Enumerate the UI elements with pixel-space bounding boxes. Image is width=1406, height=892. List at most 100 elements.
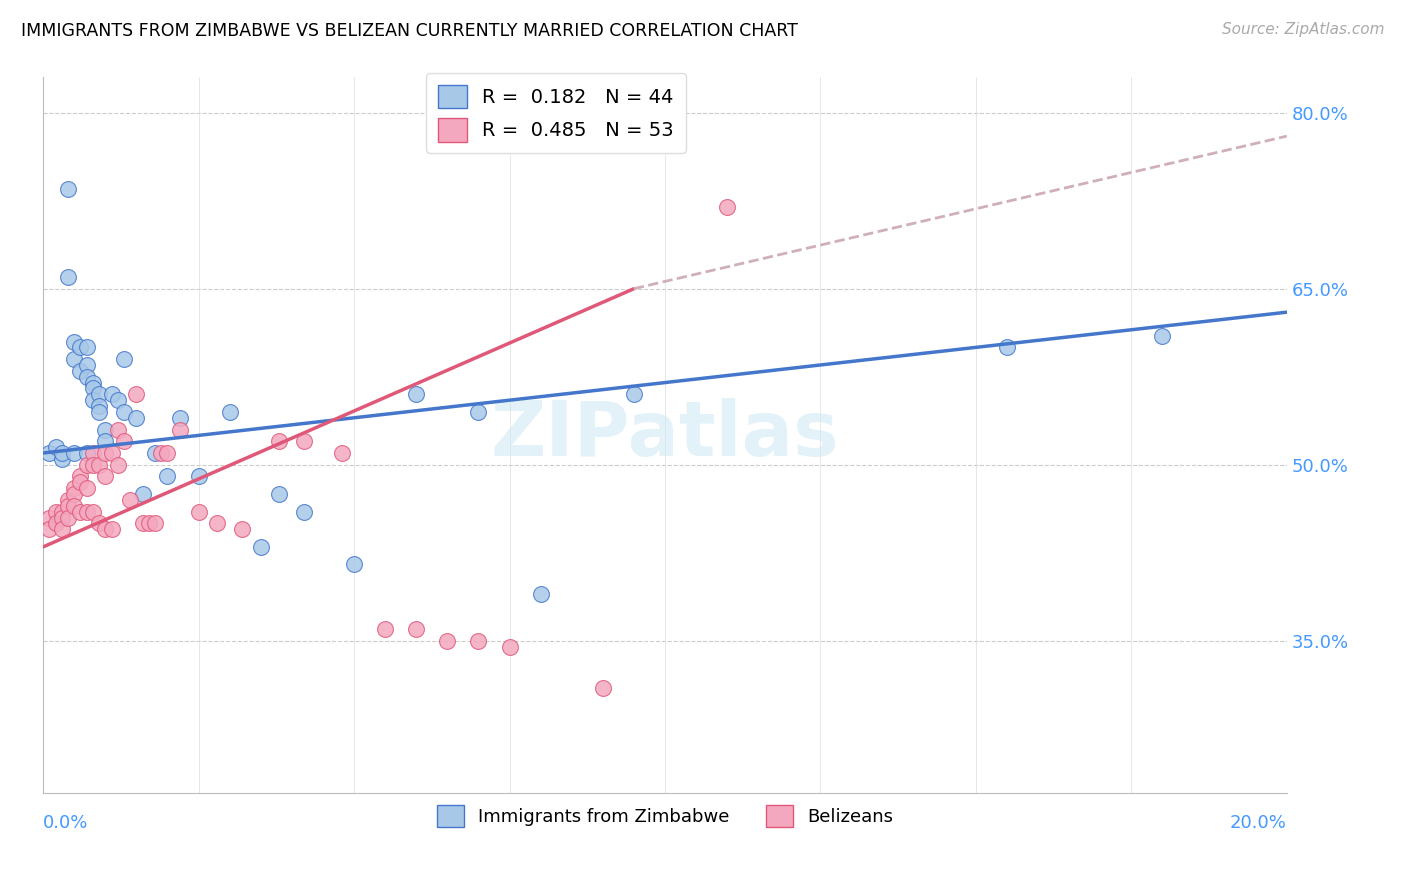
Point	[138, 516, 160, 531]
Point	[82, 458, 104, 472]
Point	[45, 505, 67, 519]
Point	[87, 387, 110, 401]
Point	[107, 458, 129, 472]
Point	[156, 469, 179, 483]
Point	[592, 681, 614, 695]
Point	[51, 446, 73, 460]
Point	[51, 505, 73, 519]
Point	[94, 446, 117, 460]
Point	[405, 622, 427, 636]
Point	[112, 352, 135, 367]
Point	[76, 458, 98, 472]
Point	[45, 516, 67, 531]
Point	[82, 381, 104, 395]
Point	[374, 622, 396, 636]
Point	[94, 434, 117, 449]
Point	[56, 269, 79, 284]
Point	[207, 516, 229, 531]
Point	[143, 516, 166, 531]
Point	[249, 540, 271, 554]
Point	[169, 423, 191, 437]
Point	[87, 405, 110, 419]
Point	[131, 487, 153, 501]
Point	[231, 522, 253, 536]
Point	[100, 522, 122, 536]
Point	[69, 364, 91, 378]
Point	[87, 516, 110, 531]
Point	[76, 446, 98, 460]
Point	[330, 446, 353, 460]
Text: Source: ZipAtlas.com: Source: ZipAtlas.com	[1222, 22, 1385, 37]
Point	[112, 405, 135, 419]
Point	[187, 505, 209, 519]
Point	[120, 492, 142, 507]
Point	[467, 633, 489, 648]
Point	[94, 522, 117, 536]
Point	[343, 558, 366, 572]
Point	[498, 640, 520, 654]
Point	[63, 334, 86, 349]
Point	[112, 434, 135, 449]
Point	[292, 434, 315, 449]
Point	[63, 446, 86, 460]
Point	[82, 505, 104, 519]
Point	[63, 481, 86, 495]
Text: ZIPatlas: ZIPatlas	[491, 399, 839, 473]
Point	[1152, 328, 1174, 343]
Point	[94, 423, 117, 437]
Point	[38, 446, 60, 460]
Point	[87, 399, 110, 413]
Point	[51, 451, 73, 466]
Point	[169, 410, 191, 425]
Point	[156, 446, 179, 460]
Point	[76, 340, 98, 354]
Point	[131, 516, 153, 531]
Point	[56, 492, 79, 507]
Point	[76, 505, 98, 519]
Point	[436, 633, 458, 648]
Point	[76, 481, 98, 495]
Point	[56, 499, 79, 513]
Point	[82, 446, 104, 460]
Point	[405, 387, 427, 401]
Point	[76, 369, 98, 384]
Point	[45, 440, 67, 454]
Point	[187, 469, 209, 483]
Point	[82, 393, 104, 408]
Point	[76, 358, 98, 372]
Point	[69, 505, 91, 519]
Point	[38, 510, 60, 524]
Text: 0.0%: 0.0%	[44, 814, 89, 832]
Point	[125, 410, 148, 425]
Point	[69, 469, 91, 483]
Point	[995, 340, 1018, 354]
Point	[56, 182, 79, 196]
Point	[100, 387, 122, 401]
Point	[63, 499, 86, 513]
Text: IMMIGRANTS FROM ZIMBABWE VS BELIZEAN CURRENTLY MARRIED CORRELATION CHART: IMMIGRANTS FROM ZIMBABWE VS BELIZEAN CUR…	[21, 22, 799, 40]
Point	[292, 505, 315, 519]
Point	[87, 458, 110, 472]
Point	[143, 446, 166, 460]
Point	[150, 446, 173, 460]
Point	[269, 487, 291, 501]
Point	[269, 434, 291, 449]
Point	[69, 475, 91, 490]
Legend: Immigrants from Zimbabwe, Belizeans: Immigrants from Zimbabwe, Belizeans	[429, 798, 900, 834]
Point	[94, 469, 117, 483]
Point	[51, 522, 73, 536]
Point	[63, 352, 86, 367]
Point	[623, 387, 645, 401]
Point	[82, 376, 104, 390]
Point	[529, 587, 551, 601]
Point	[56, 510, 79, 524]
Text: 20.0%: 20.0%	[1230, 814, 1286, 832]
Point	[51, 510, 73, 524]
Point	[107, 393, 129, 408]
Point	[467, 405, 489, 419]
Point	[69, 340, 91, 354]
Point	[100, 446, 122, 460]
Point	[218, 405, 240, 419]
Point	[38, 522, 60, 536]
Point	[716, 200, 738, 214]
